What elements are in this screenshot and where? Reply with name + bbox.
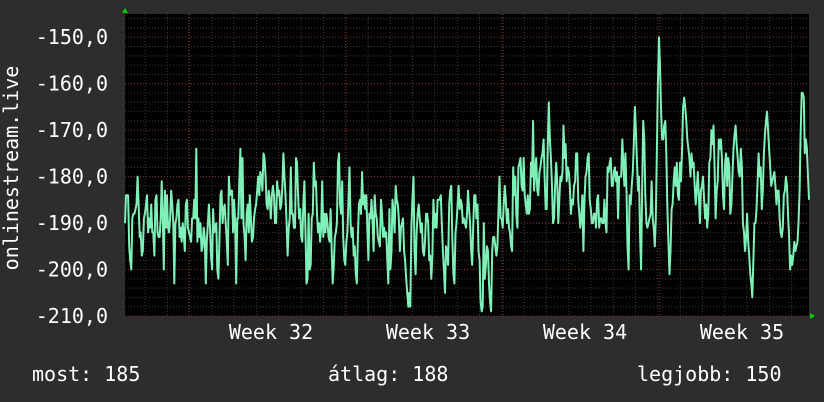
y-tick-label: -190,0 [36, 211, 108, 235]
stat-average: átlag: 188 [328, 362, 449, 386]
series-line [124, 36, 810, 313]
x-axis-arrow [810, 313, 815, 319]
y-axis-ticks: -150,0 -160,0 -170,0 -180,0 -190,0 -200,0 -210… [36, 25, 108, 328]
x-tick-label: Week 32 [229, 320, 313, 344]
x-tick-label: Week 35 [700, 320, 784, 344]
stat-current: most: 185 [32, 362, 141, 386]
y-tick-label: -150,0 [36, 25, 108, 49]
y-tick-label: -160,0 [36, 72, 108, 96]
y-tick-label: -180,0 [36, 165, 108, 189]
x-tick-label: Week 34 [543, 320, 627, 344]
y-axis-label: onlinestream.live [0, 66, 23, 271]
plot-area [125, 14, 809, 316]
y-tick-label: -170,0 [36, 118, 108, 142]
stat-max: legjobb: 150 [637, 362, 782, 386]
y-tick-label: -200,0 [36, 258, 108, 282]
y-axis-arrow [122, 8, 128, 13]
y-tick-label: -210,0 [36, 304, 108, 328]
x-tick-label: Week 33 [386, 320, 470, 344]
x-axis-ticks: Week 32 Week 33 Week 34 Week 35 [229, 320, 784, 344]
